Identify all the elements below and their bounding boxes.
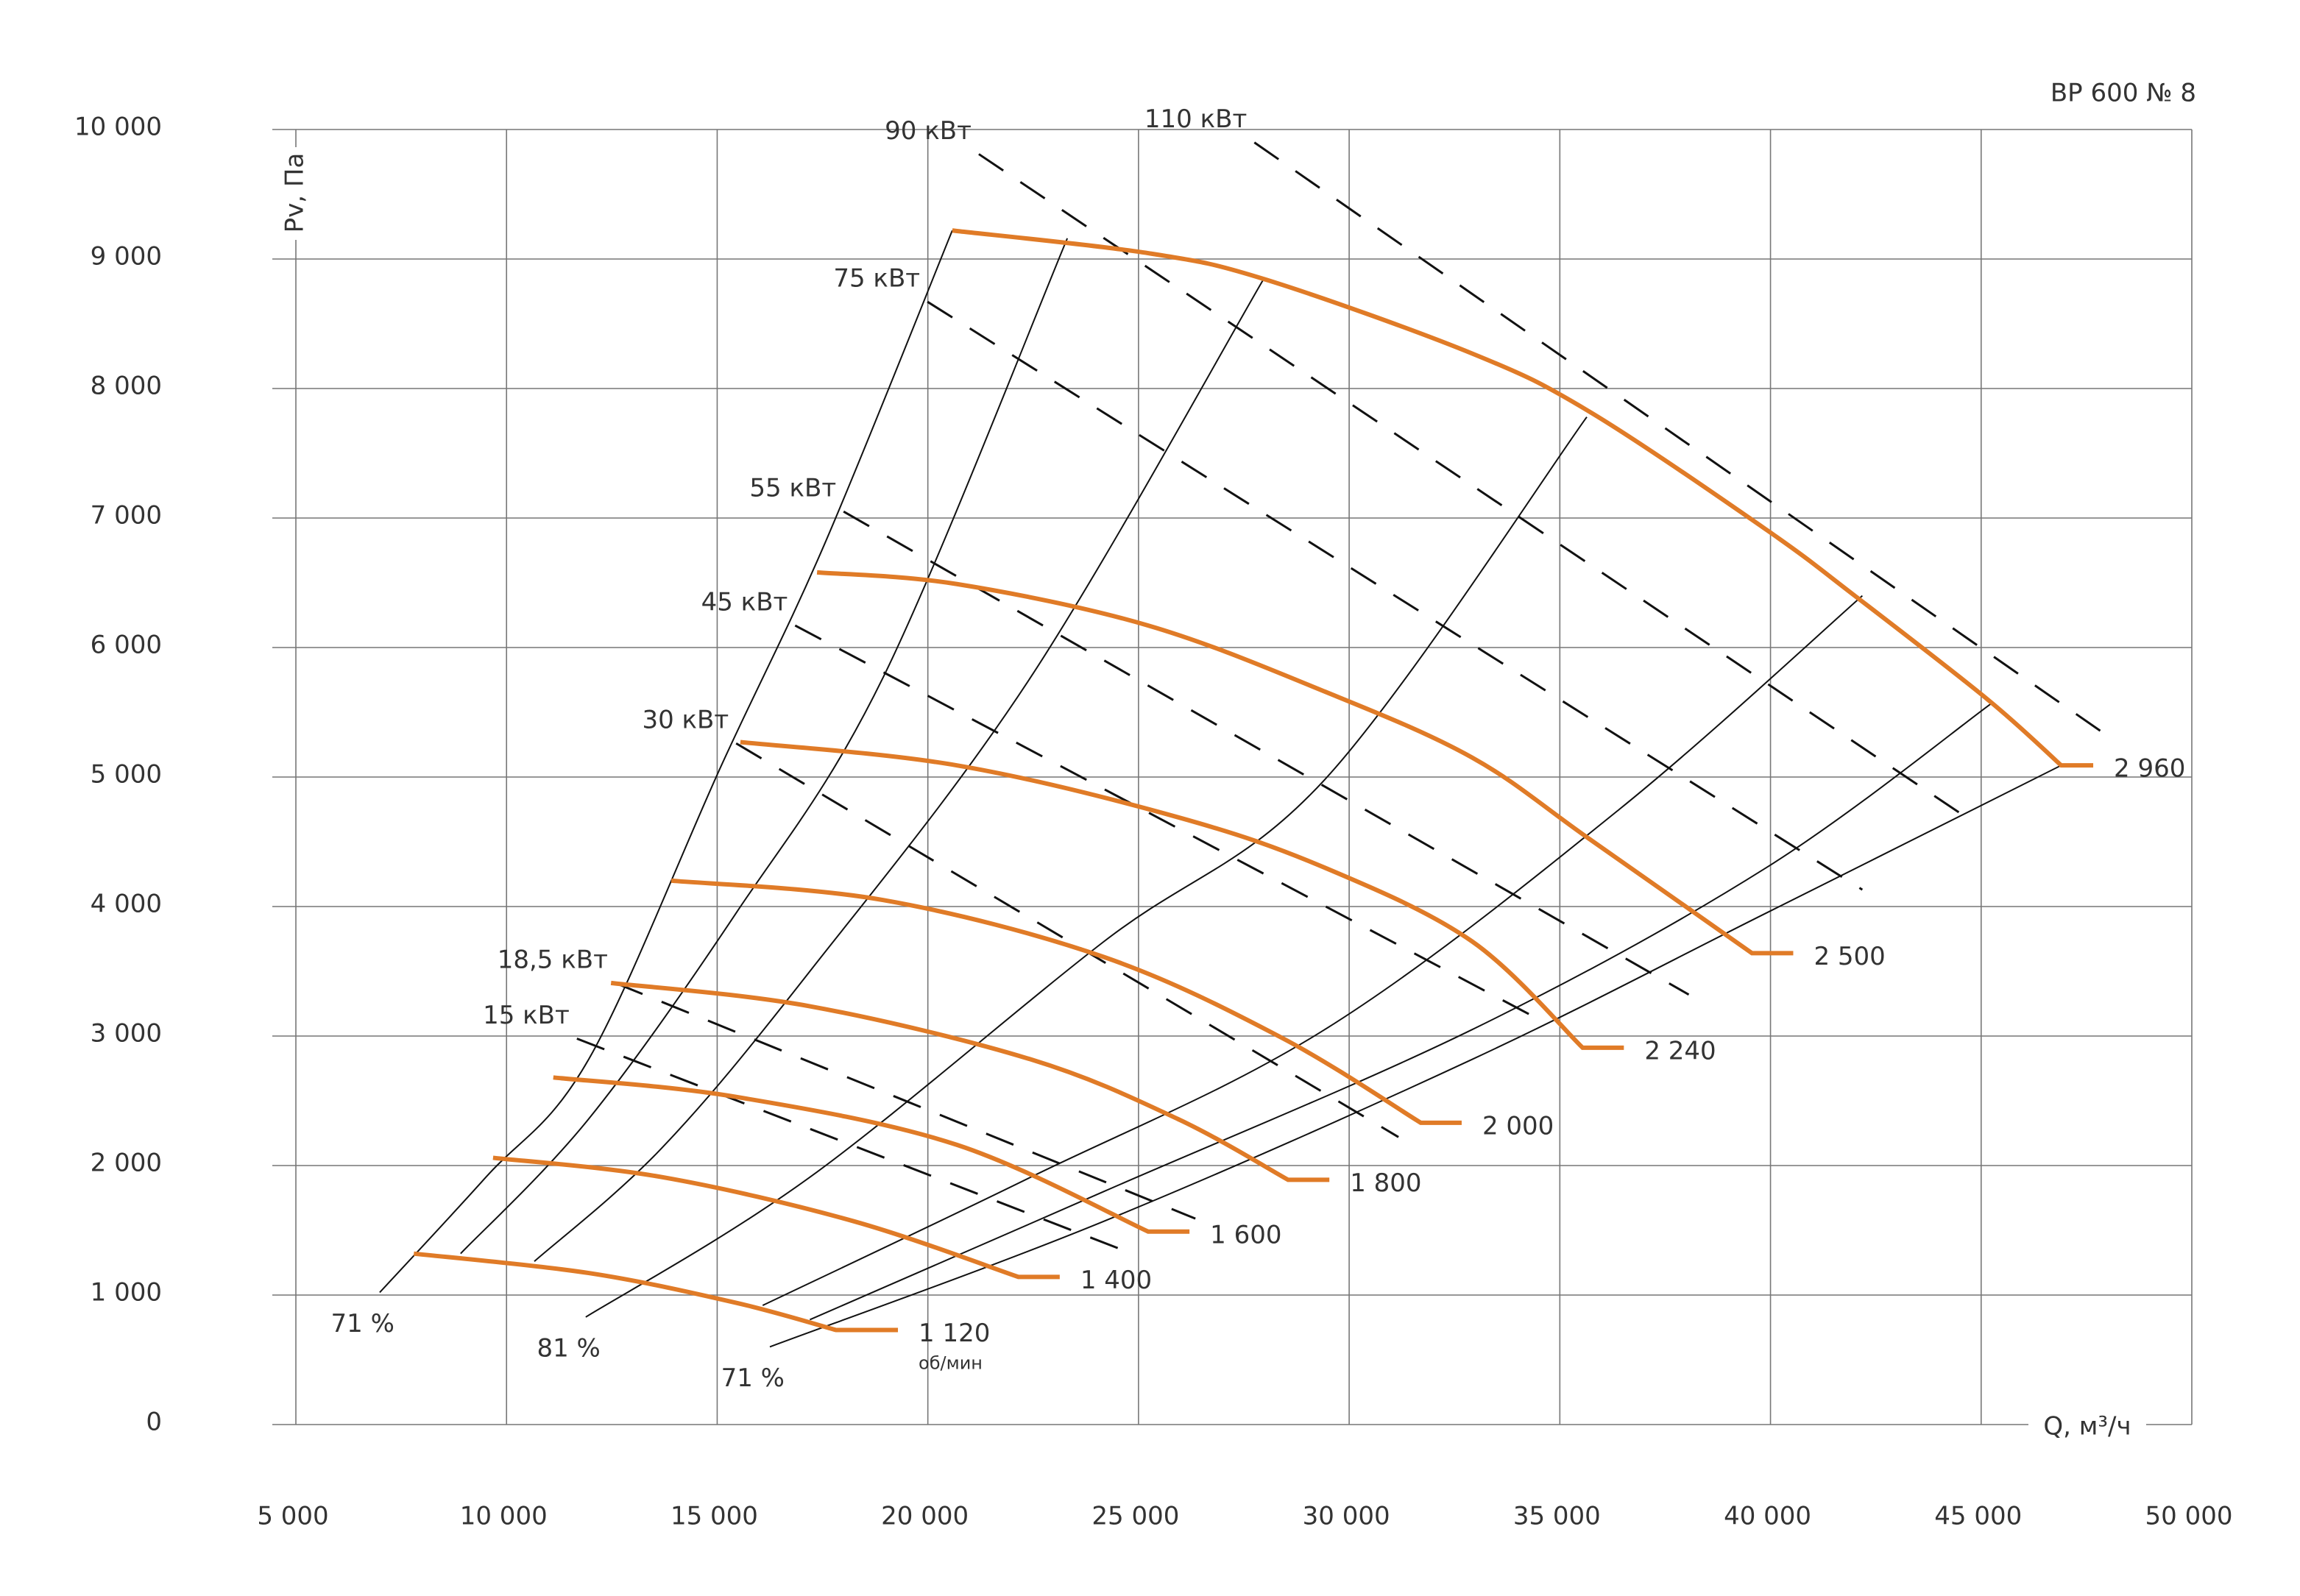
rpm-label: 1 800: [1350, 1168, 1421, 1198]
efficiency-line: [809, 702, 1992, 1321]
rpm-label: 2 960: [2114, 754, 2185, 784]
efficiency-line: [460, 238, 1069, 1255]
rpm-label: 1 400: [1080, 1266, 1152, 1295]
y-tick-label: 5 000: [91, 760, 162, 790]
rpm-curve: [952, 228, 2094, 768]
power-line: [843, 510, 1690, 996]
y-tick-label: 3 000: [91, 1019, 162, 1049]
efficiency-line: [534, 279, 1264, 1262]
grid: [272, 129, 2193, 1425]
chart-title: ВР 600 № 8: [2050, 79, 2196, 108]
rpm-curve: [610, 980, 1330, 1182]
rpm-curve: [413, 1251, 899, 1333]
y-tick-label: 4 000: [91, 890, 162, 919]
x-tick-label: 20 000: [881, 1502, 969, 1531]
x-tick-label: 5 000: [257, 1502, 328, 1531]
x-tick-label: 15 000: [670, 1502, 758, 1531]
rpm-label: 2 500: [1814, 942, 1885, 971]
x-tick-label: 50 000: [2145, 1502, 2233, 1531]
rpm-curve: [670, 878, 1462, 1125]
y-tick-label: 0: [146, 1408, 162, 1437]
y-tick-label: 2 000: [91, 1149, 162, 1178]
y-axis-title: Pv, Па: [280, 153, 310, 233]
power-line: [615, 982, 1196, 1220]
rpm-curve: [816, 570, 1794, 956]
efficiency-label: 71 %: [331, 1309, 394, 1338]
power-line: [978, 153, 1977, 825]
efficiency-label: 81 %: [537, 1333, 600, 1363]
efficiency-line: [585, 416, 1588, 1318]
power-label: 45 кВт: [701, 588, 788, 617]
rpm-label: 1 600: [1210, 1220, 1281, 1249]
x-axis-title: Q, м³/ч: [2043, 1412, 2131, 1441]
x-tick-label: 40 000: [1724, 1502, 1811, 1531]
power-line: [576, 1038, 1119, 1250]
rpm-curve: [740, 740, 1624, 1050]
rpm-curve: [492, 1155, 1060, 1280]
y-tick-label: 10 000: [74, 113, 162, 142]
x-tick-label: 10 000: [460, 1502, 548, 1531]
power-label: 110 кВт: [1144, 104, 1247, 134]
power-line: [927, 300, 1864, 891]
power-line: [1253, 141, 2108, 737]
y-label-bg: [278, 147, 312, 240]
power-label: 30 кВт: [642, 706, 729, 735]
x-tick-label: 25 000: [1091, 1502, 1179, 1531]
power-line: [735, 742, 1399, 1138]
power-label: 18,5 кВт: [498, 945, 608, 974]
rpm-label: 1 120: [919, 1319, 990, 1348]
power-line: [794, 624, 1532, 1017]
rpm-label: 2 240: [1644, 1036, 1716, 1065]
efficiency-line: [762, 595, 1864, 1306]
x-tick-label: 45 000: [1934, 1502, 2022, 1531]
power-label: 90 кВт: [885, 116, 972, 146]
curves: [379, 141, 2108, 1348]
rpm-curve: [553, 1075, 1190, 1234]
efficiency-label: 71 %: [721, 1363, 785, 1393]
y-tick-label: 1 000: [91, 1278, 162, 1308]
power-label: 15 кВт: [483, 1001, 570, 1030]
power-label: 75 кВт: [833, 264, 920, 294]
x-label-bg: [2028, 1410, 2146, 1441]
efficiency-line: [769, 765, 2062, 1348]
x-tick-label: 35 000: [1513, 1502, 1601, 1531]
y-tick-label: 6 000: [91, 631, 162, 660]
rpm-unit: об/мин: [919, 1353, 983, 1374]
y-tick-label: 8 000: [91, 372, 162, 401]
x-tick-label: 30 000: [1303, 1502, 1390, 1531]
power-label: 55 кВт: [749, 474, 836, 503]
y-tick-label: 9 000: [91, 242, 162, 272]
efficiency-line: [379, 230, 953, 1294]
y-tick-label: 7 000: [91, 501, 162, 531]
rpm-label: 2 000: [1482, 1111, 1554, 1141]
